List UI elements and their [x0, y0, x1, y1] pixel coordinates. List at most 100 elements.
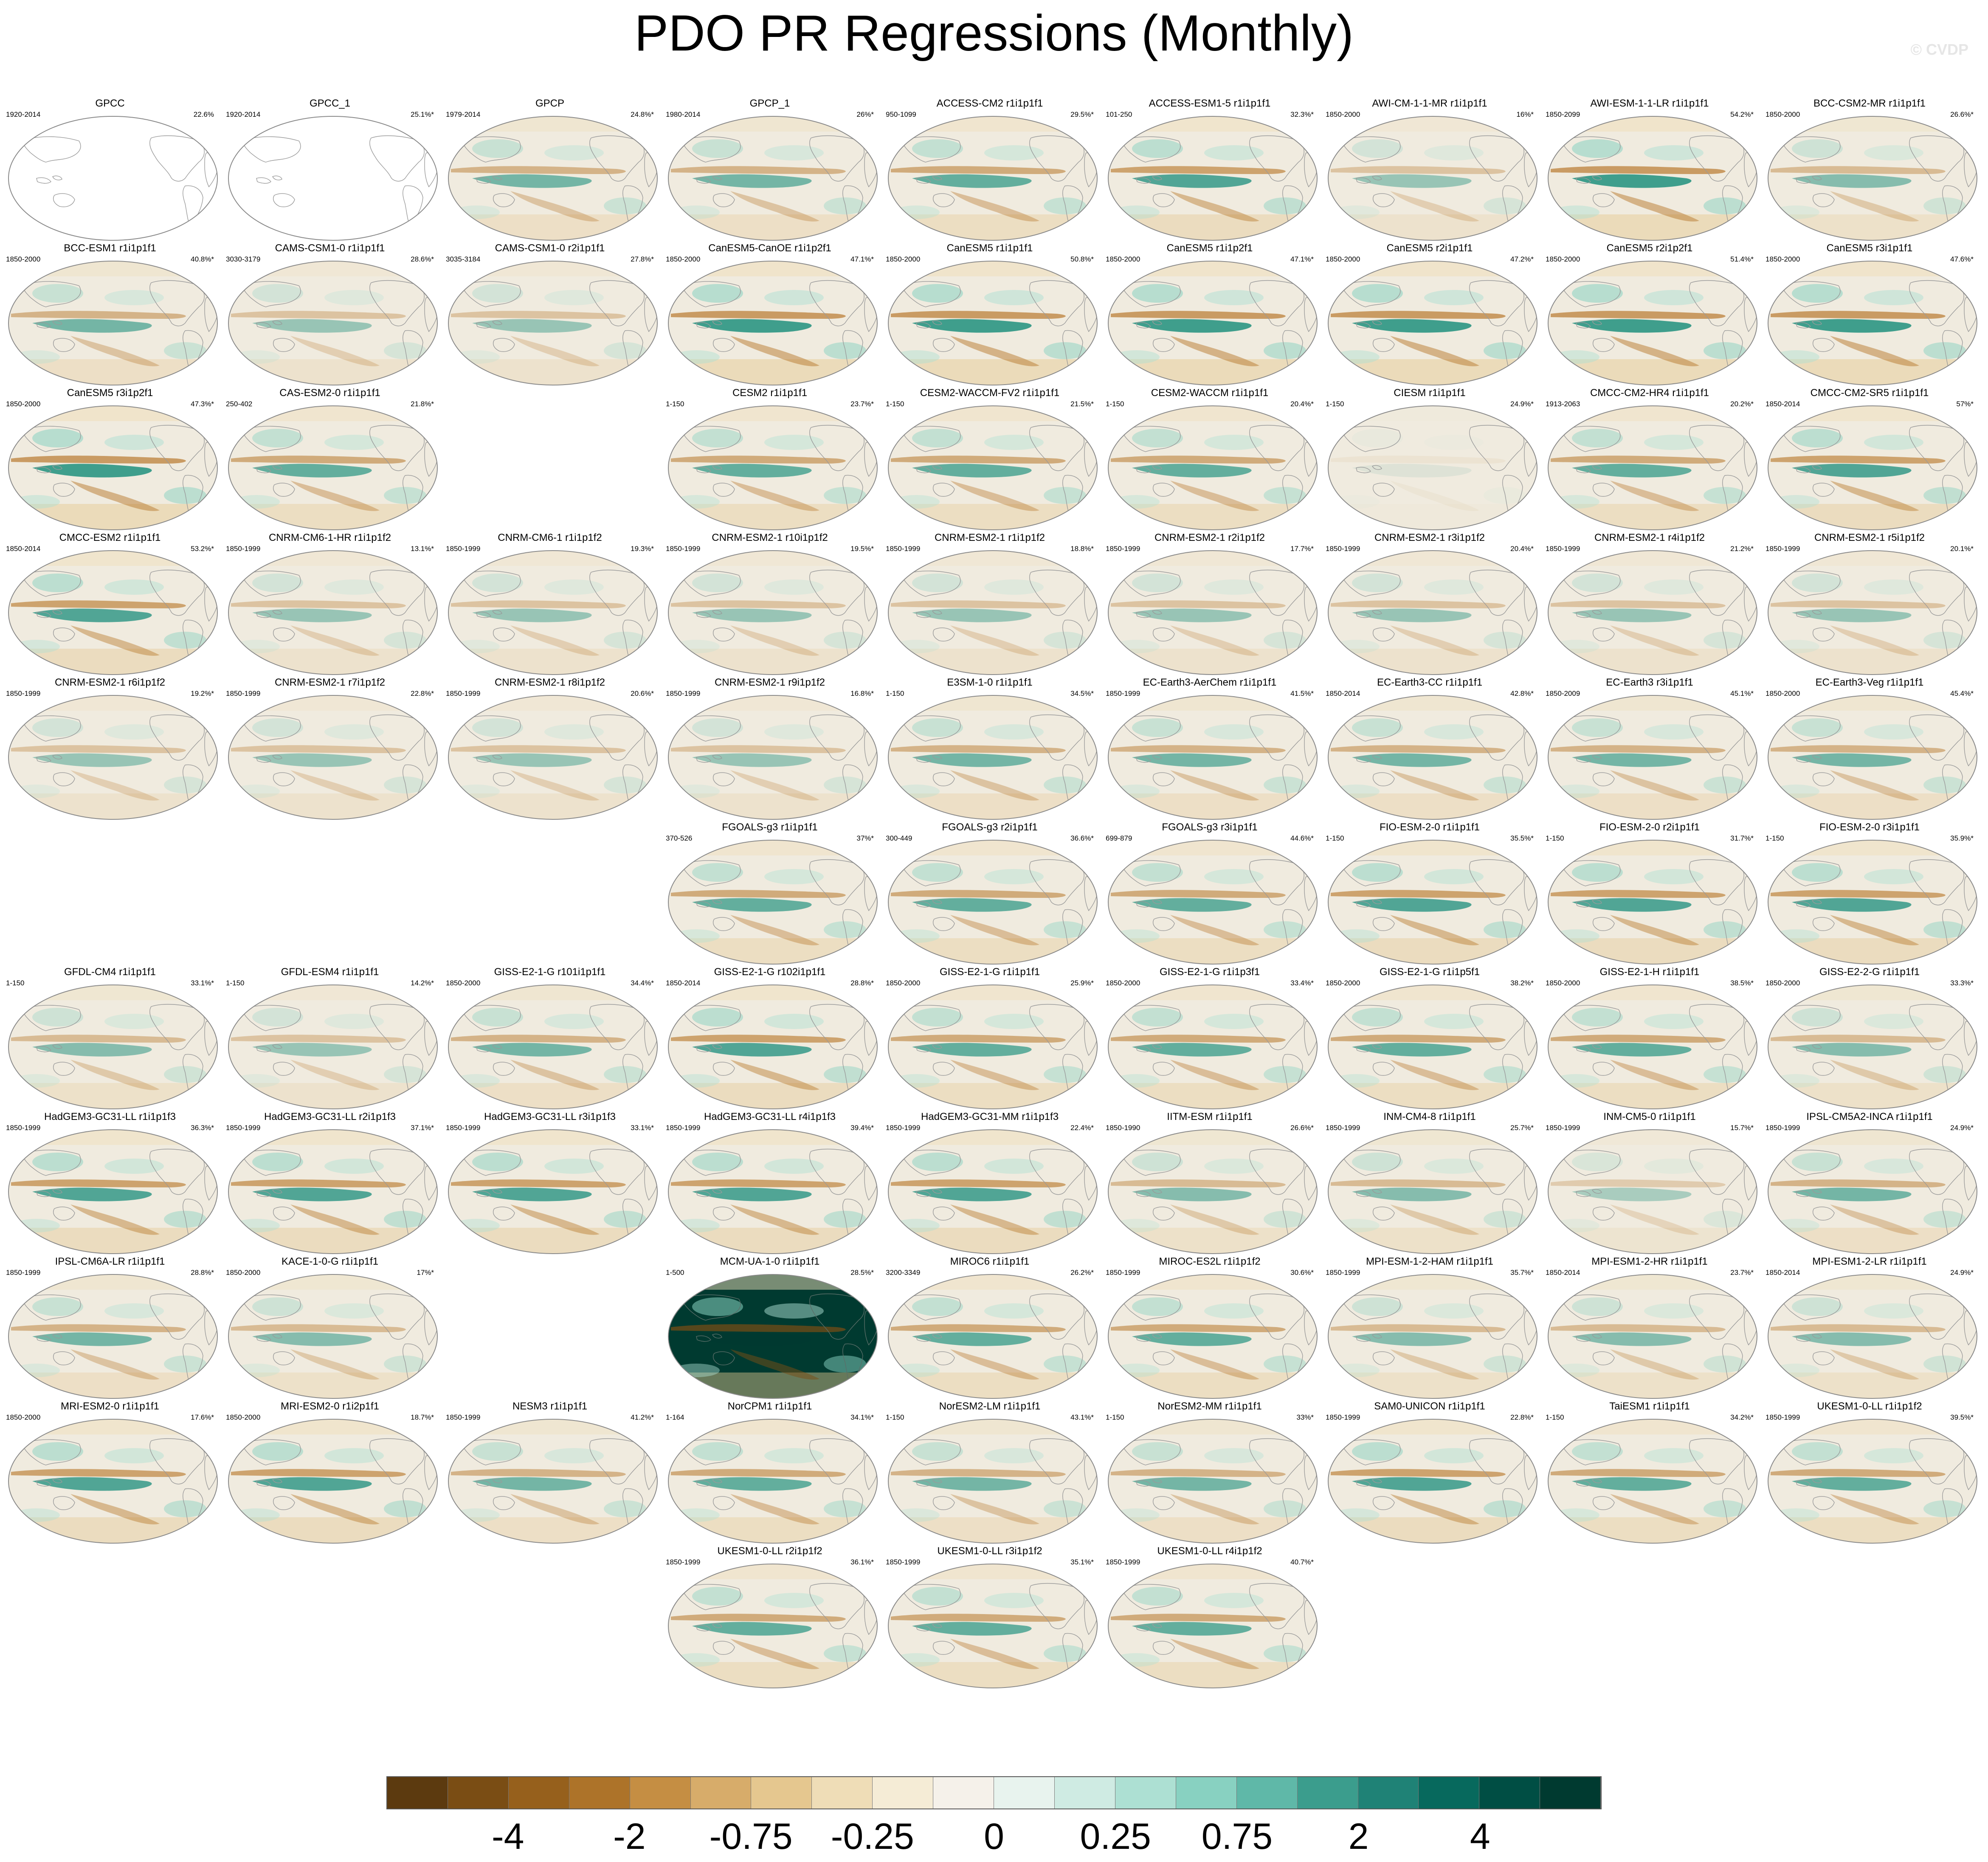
anomaly-equatorial-wet: [1792, 608, 1912, 622]
anomaly-wet-patch: [692, 1008, 743, 1027]
map-panel: MPI-ESM1-2-HR r1i1p1f1 1850-2014 23.7%*: [1540, 1256, 1760, 1404]
coastline-4: [932, 338, 955, 352]
coastline-2: [903, 281, 961, 307]
coastline-2: [243, 715, 301, 742]
anomaly-wet-patch: [1132, 139, 1183, 158]
panel-years: 1-150: [1326, 400, 1344, 408]
anomaly-northern-band: [228, 261, 437, 276]
coastline-5: [1136, 1190, 1151, 1197]
panel-variance-pct: 33.3%*: [1950, 979, 1974, 987]
anomaly-equatorial-wet: [252, 319, 372, 333]
panel-variance-pct: 40.7%*: [1290, 1558, 1314, 1566]
anomaly-wet-patch: [893, 785, 940, 798]
map-outline: [1548, 1129, 1757, 1254]
colorbar-tick-label: -0.25: [831, 1816, 914, 1857]
coastline-5: [1136, 611, 1151, 618]
panel-map: [1548, 116, 1757, 241]
coastline-5: [916, 1625, 931, 1631]
coastline-2: [1343, 1439, 1401, 1465]
anomaly-spcz-dry: [1610, 1060, 1699, 1090]
panel-map: [1108, 550, 1318, 675]
anomaly-spcz-dry: [730, 1494, 819, 1524]
panel-title: GISS-E2-2-G r1i1p1f1: [1819, 966, 1920, 978]
anomaly-equatorial-wet: [1572, 1187, 1692, 1201]
coastline-2: [1343, 1005, 1401, 1031]
anomaly-northern-band: [888, 116, 1097, 132]
anomaly-equatorial-wet: [692, 319, 812, 333]
anomaly-equatorial-wet: [252, 464, 372, 478]
anomaly-northern-band: [888, 1274, 1097, 1290]
anomaly-wet-patch: [544, 1159, 604, 1174]
anomaly-dry-band: [891, 1179, 1066, 1187]
coastline-6: [712, 320, 722, 325]
map-outline: [1768, 840, 1977, 965]
panel-map: [8, 405, 218, 530]
anomaly-spcz-dry: [1170, 770, 1259, 801]
coastline-5: [916, 756, 931, 763]
anomaly-dry-band: [231, 745, 406, 753]
map-panel: CNRM-ESM2-1 r7i1p1f2 1850-1999 22.8%*: [220, 677, 440, 825]
anomaly-dry-band: [11, 1179, 186, 1187]
coastline-2: [463, 715, 521, 742]
anomaly-wet-patch: [604, 632, 646, 649]
anomaly-spcz-dry: [1170, 625, 1259, 656]
anomaly-wet-patch: [233, 1074, 280, 1088]
anomaly-equatorial-wet: [32, 1477, 152, 1491]
anomaly-wet-patch: [1644, 290, 1704, 305]
coastline-6: [1372, 1044, 1382, 1049]
map-outline: [888, 695, 1098, 820]
anomaly-wet-patch: [673, 1508, 720, 1522]
coastline-5: [916, 322, 931, 329]
anomaly-northern-band: [1108, 1419, 1317, 1434]
coastline-5: [916, 1480, 931, 1487]
coastline-4: [493, 627, 515, 641]
coastline-5: [476, 177, 491, 184]
panel-variance-pct: 51.4%*: [1730, 255, 1754, 263]
panel-map: [888, 840, 1098, 965]
map-panel: FGOALS-g3 r1i1p1f1 370-526 37%*: [660, 821, 880, 970]
anomaly-dry-band: [671, 1324, 846, 1332]
anomaly-wet-patch: [984, 1303, 1044, 1319]
coastline-4: [1592, 193, 1615, 207]
anomaly-wet-patch: [104, 579, 164, 595]
map-panel: INM-CM4-8 r1i1p1f1 1850-1999 25.7%*: [1320, 1111, 1540, 1260]
anomaly-spcz-dry: [70, 1349, 160, 1380]
coastline-6: [712, 610, 722, 615]
map-outline: [668, 1274, 878, 1399]
panel-map: [1328, 405, 1537, 530]
anomaly-wet-patch: [604, 1211, 646, 1228]
coastline-6: [1592, 1044, 1602, 1049]
coastline-5: [256, 1335, 271, 1342]
anomaly-equatorial-wet: [1132, 464, 1252, 478]
map-outline: [228, 1129, 438, 1254]
anomaly-spcz-dry: [950, 1060, 1039, 1090]
panel-years: 1850-1999: [446, 545, 481, 553]
anomaly-wet-patch: [164, 1356, 206, 1373]
coastline-4: [712, 483, 735, 497]
anomaly-dry-band: [1551, 1324, 1726, 1332]
anomaly-wet-patch: [1792, 284, 1843, 303]
map-outline: [1108, 1564, 1318, 1688]
coastline-4: [1152, 1641, 1175, 1655]
panel-title: GISS-E2-1-G r1i1p1f1: [939, 966, 1040, 978]
map-panel: UKESM1-0-LL r1i1p1f2 1850-1999 39.5%*: [1760, 1401, 1980, 1549]
map-panel: CanESM5 r2i1p1f1 1850-2000 47.2%*: [1320, 242, 1540, 391]
anomaly-equatorial-wet: [1352, 464, 1472, 478]
map-outline: [888, 550, 1098, 675]
anomaly-northern-band: [888, 840, 1097, 855]
panel-variance-pct: 24.9%*: [1510, 400, 1534, 408]
panel-title: CNRM-ESM2-1 r6i1p1f2: [54, 677, 166, 688]
anomaly-wet-patch: [1773, 1074, 1819, 1088]
coastline-2: [1123, 571, 1181, 597]
anomaly-wet-patch: [164, 1066, 206, 1083]
anomaly-wet-patch: [1113, 1219, 1160, 1232]
coastline-2: [1343, 571, 1401, 597]
panel-title: BCC-ESM1 r1i1p1f1: [64, 242, 156, 254]
colorbar-box: [1297, 1777, 1358, 1809]
anomaly-spcz-dry: [510, 1204, 600, 1235]
coastline-4: [1592, 1351, 1615, 1365]
anomaly-wet-patch: [104, 1448, 164, 1463]
colorbar-box: [690, 1777, 752, 1809]
coastline-5: [696, 1335, 711, 1342]
panel-variance-pct: 35.9%*: [1950, 834, 1974, 842]
